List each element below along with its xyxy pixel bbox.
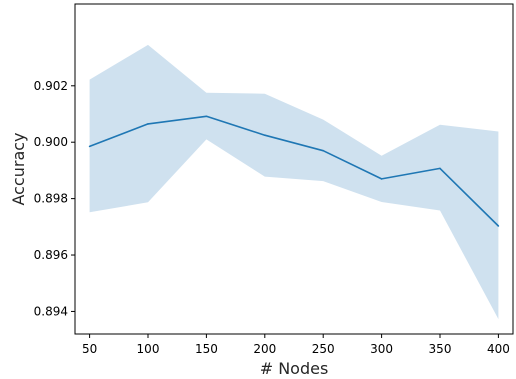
y-axis-label: Accuracy <box>9 132 28 205</box>
data-point <box>147 123 149 125</box>
series-line-layer <box>88 115 500 227</box>
x-tick-label: 250 <box>312 342 335 356</box>
y-tick-label: 0.896 <box>34 248 68 262</box>
x-axis: 50 100 150 200 250 300 350 400 <box>82 334 510 356</box>
y-axis: 0.894 0.896 0.898 0.900 0.902 <box>34 79 75 318</box>
series-line <box>89 115 499 227</box>
data-point <box>439 167 441 170</box>
y-tick-label: 0.894 <box>34 304 68 318</box>
data-point <box>205 115 208 118</box>
data-point <box>88 145 91 148</box>
x-tick-label: 350 <box>429 342 452 356</box>
data-point <box>264 134 266 136</box>
x-tick-label: 100 <box>137 342 160 356</box>
y-tick-label: 0.900 <box>34 135 68 149</box>
data-point <box>380 178 383 180</box>
y-tick-label: 0.902 <box>34 79 68 93</box>
y-tick-label: 0.898 <box>34 192 68 206</box>
confidence-band-layer <box>89 44 499 320</box>
plot-frame <box>74 3 514 335</box>
x-tick-label: 300 <box>370 342 393 356</box>
x-tick-label: 50 <box>82 342 97 356</box>
x-tick-label: 200 <box>253 342 276 356</box>
confidence-band <box>89 44 499 320</box>
data-point <box>497 225 500 227</box>
x-tick-label: 150 <box>195 342 218 356</box>
x-axis-label: # Nodes <box>260 359 329 378</box>
x-tick-label: 400 <box>487 342 510 356</box>
data-point <box>322 149 325 152</box>
